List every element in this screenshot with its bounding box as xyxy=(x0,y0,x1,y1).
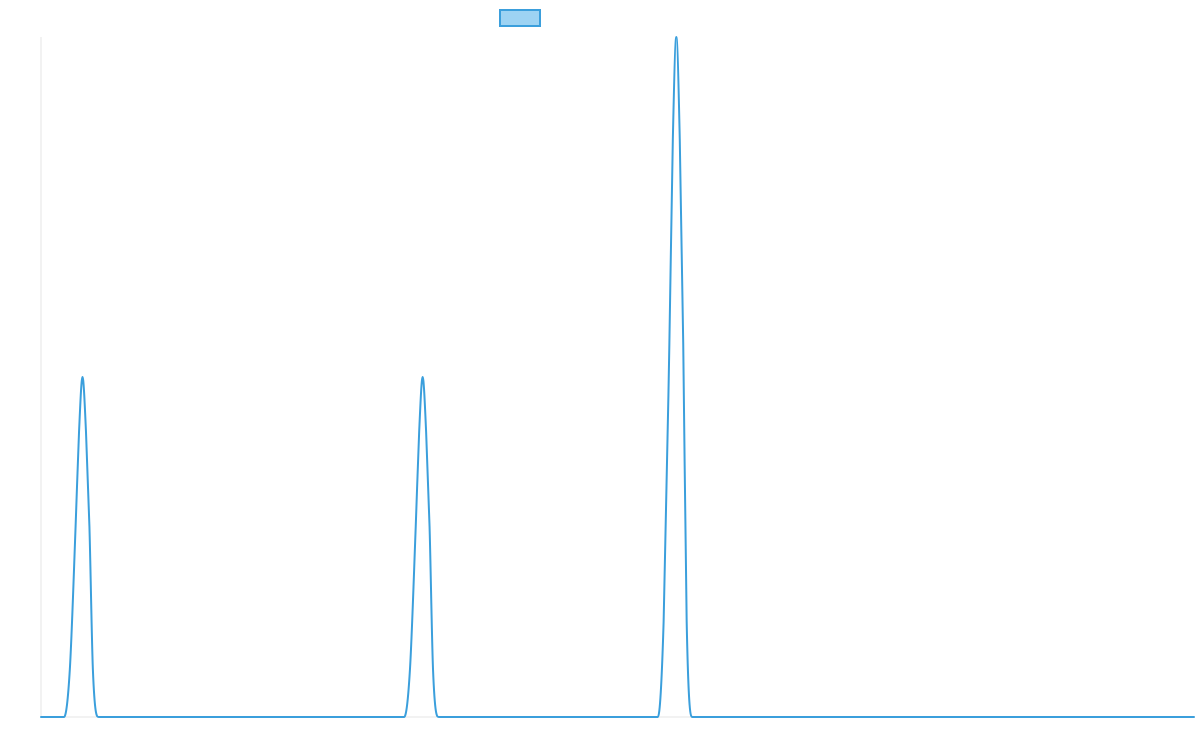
series-layer xyxy=(40,36,1195,719)
legend-swatch[interactable] xyxy=(499,9,541,27)
legend[interactable] xyxy=(499,9,541,27)
series-line-0 xyxy=(40,36,1195,719)
